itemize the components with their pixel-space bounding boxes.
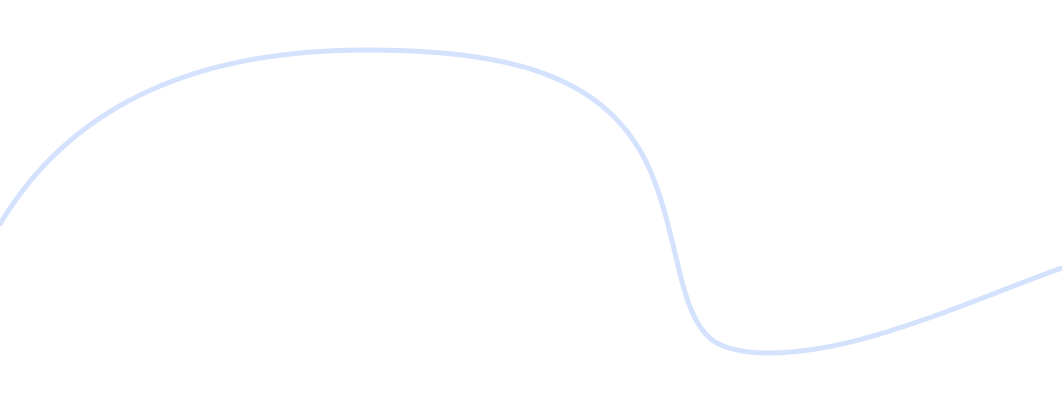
wave-curve xyxy=(0,47,1062,356)
